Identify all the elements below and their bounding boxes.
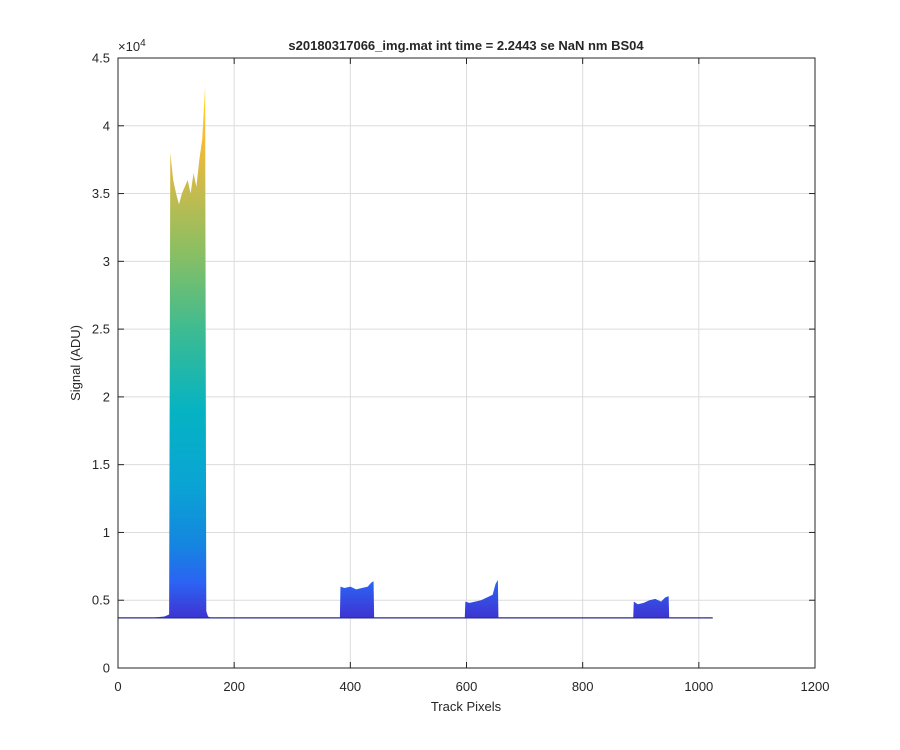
series-area-1 (118, 85, 713, 619)
x-tick-label: 1200 (801, 679, 830, 694)
series-area-2 (339, 581, 375, 619)
y-exponent-power: 4 (140, 38, 146, 49)
y-axis-label: Signal (ADU) (68, 325, 83, 401)
grid (118, 58, 815, 668)
y-tick-label: 1.5 (92, 457, 110, 472)
y-exponent-base: ×10 (118, 39, 140, 54)
x-tick-label: 600 (456, 679, 478, 694)
axes (117, 57, 816, 669)
y-tick-label: 2 (103, 389, 110, 404)
series-area-4 (633, 596, 670, 619)
x-axis-label: Track Pixels (431, 699, 502, 714)
x-tick-label: 1000 (684, 679, 713, 694)
y-tick-label: 2.5 (92, 322, 110, 337)
tick-labels: 0 200 400 600 800 1000 1200 0 0.5 1 1.5 2 2.5 3 3.5 4 4.… (92, 51, 830, 695)
series-area-3 (464, 579, 499, 619)
y-tick-label: 3 (103, 254, 110, 269)
y-tick-label: 3.5 (92, 186, 110, 201)
x-tick-label: 800 (572, 679, 594, 694)
y-tick-label: 1 (103, 525, 110, 540)
series-group (118, 85, 713, 619)
y-tick-label: 0 (103, 661, 110, 676)
x-tick-label: 400 (339, 679, 361, 694)
y-exponent-label: ×104 (118, 38, 146, 54)
chart-title: s20180317066_img.mat int time = 2.2443 s… (288, 38, 644, 53)
y-tick-label: 4 (103, 118, 110, 133)
x-tick-label: 0 (114, 679, 121, 694)
y-tick-label: 4.5 (92, 51, 110, 66)
x-tick-label: 200 (223, 679, 245, 694)
y-tick-label: 0.5 (92, 593, 110, 608)
